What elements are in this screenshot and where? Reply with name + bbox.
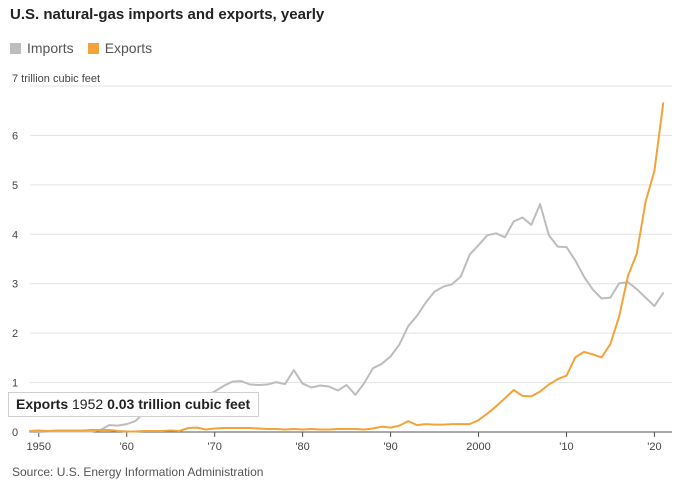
y-tick-label: 4 [12, 229, 18, 241]
y-tick-label: 5 [12, 180, 18, 192]
y-tick-label: 0 [12, 427, 18, 439]
series-line-imports[interactable] [29, 203, 665, 433]
x-tick-label: '70 [208, 441, 222, 453]
legend-label-imports: Imports [27, 40, 74, 56]
y-tick-label: 3 [12, 279, 18, 291]
y-tick-label: 6 [12, 130, 18, 142]
legend-item-imports[interactable]: Imports [10, 40, 74, 56]
source-note: Source: U.S. Energy Information Administ… [12, 465, 264, 479]
x-tick-label: '90 [383, 441, 397, 453]
legend-label-exports: Exports [104, 40, 153, 56]
x-tick-label: '20 [647, 441, 661, 453]
legend: Imports Exports [10, 40, 166, 56]
tooltip-series: Exports [16, 396, 69, 412]
x-tick-label: '10 [559, 441, 573, 453]
x-tick-label: 2000 [466, 441, 490, 453]
x-tick-label: 1950 [27, 441, 51, 453]
tooltip-value: 0.03 trillion cubic feet [107, 396, 251, 412]
exports-swatch-icon [87, 42, 99, 54]
y-axis-unit-label: 7 trillion cubic feet [12, 73, 101, 85]
hover-tooltip: Exports 1952 0.03 trillion cubic feet [8, 392, 260, 417]
series-line-exports[interactable] [29, 102, 665, 433]
imports-swatch-icon [10, 42, 21, 54]
tooltip-year: 1952 [72, 396, 104, 412]
legend-item-exports[interactable]: Exports [87, 40, 153, 56]
y-tick-label: 1 [12, 378, 18, 390]
y-tick-label: 2 [12, 328, 18, 340]
x-tick-label: '60 [120, 441, 134, 453]
chart-title: U.S. natural-gas imports and exports, ye… [10, 6, 325, 23]
x-tick-label: '80 [295, 441, 309, 453]
